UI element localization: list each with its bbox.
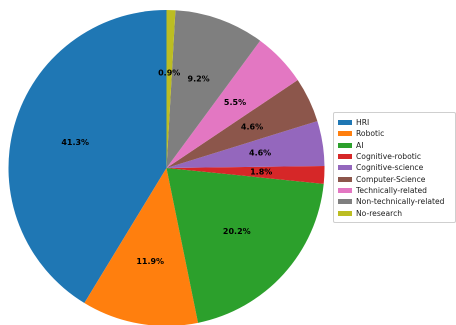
legend-swatch bbox=[338, 187, 352, 193]
pie-slice-robotic bbox=[84, 168, 199, 325]
legend-swatch bbox=[338, 131, 352, 137]
pie-slice-cognitive-robotic bbox=[166, 166, 325, 184]
legend-label: No-research bbox=[356, 208, 403, 218]
legend-item: Robotic bbox=[338, 128, 452, 139]
legend-label: AI bbox=[356, 140, 364, 150]
legend-item: Cognitive-robotic bbox=[338, 151, 452, 162]
pie-slice-non-technically-related bbox=[166, 10, 261, 168]
legend-item: Computer-Science bbox=[338, 173, 452, 184]
legend-label: Cognitive-robotic bbox=[356, 152, 422, 162]
pie-slice-no-research bbox=[166, 9, 176, 168]
legend-swatch bbox=[338, 154, 352, 160]
legend-label: HRI bbox=[356, 118, 370, 128]
legend-item: Non-technically-related bbox=[338, 196, 452, 207]
legend-item: AI bbox=[338, 140, 452, 151]
legend-item: Technically-related bbox=[338, 185, 452, 196]
pie-slices bbox=[8, 9, 325, 325]
legend-swatch bbox=[338, 199, 352, 205]
legend-swatch bbox=[338, 142, 352, 148]
pie-slice-percent-label: 41.3% bbox=[61, 138, 89, 147]
legend-item: Cognitive-science bbox=[338, 162, 452, 173]
pie-slice-technically-related bbox=[166, 40, 298, 169]
legend-label: Robotic bbox=[356, 129, 385, 139]
legend-swatch bbox=[338, 165, 352, 171]
pie-slice-percent-label: 4.6% bbox=[241, 123, 263, 132]
legend-item: HRI bbox=[338, 117, 452, 128]
pie-slice-cognitive-science bbox=[166, 121, 325, 168]
pie-slice-percent-label: 9.2% bbox=[188, 74, 210, 83]
legend-label: Technically-related bbox=[356, 185, 427, 195]
pie-percent-labels: 41.3% 11.9% 20.2% 1.8% 4.6% 4.6% 5.5% 9.2% 0.9% bbox=[61, 69, 272, 266]
pie-slice-percent-label: 1.8% bbox=[250, 168, 272, 177]
legend-swatch bbox=[338, 120, 352, 126]
pie-slice-hri bbox=[8, 10, 167, 303]
legend-item: No-research bbox=[338, 207, 452, 218]
pie-slice-percent-label: 4.6% bbox=[249, 149, 271, 158]
pie-slice-percent-label: 11.9% bbox=[136, 257, 164, 266]
chart-legend: HRI Robotic AI Cognitive-robotic Cognitive-s… bbox=[333, 112, 456, 223]
legend-label: Cognitive-science bbox=[356, 163, 424, 173]
legend-swatch bbox=[338, 210, 352, 216]
legend-label: Computer-Science bbox=[356, 174, 426, 184]
pie-slice-percent-label: 20.2% bbox=[223, 227, 251, 236]
pie-slice-ai bbox=[166, 168, 324, 323]
pie-slice-percent-label: 5.5% bbox=[224, 98, 246, 107]
pie-slice-percent-label: 0.9% bbox=[158, 69, 180, 78]
pie-slice-computer-science bbox=[166, 80, 318, 168]
legend-swatch bbox=[338, 176, 352, 182]
legend-label: Non-technically-related bbox=[356, 197, 445, 207]
